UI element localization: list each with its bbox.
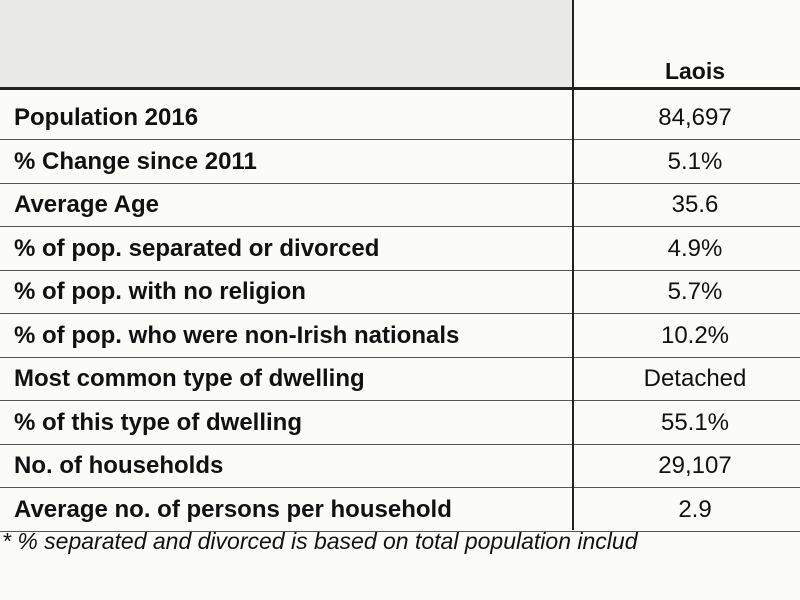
header-cell: [575, 0, 800, 88]
row-label: % of this type of dwelling: [14, 408, 302, 436]
table-row: Average Age 35.6: [0, 183, 800, 227]
row-value: 4.9%: [667, 234, 723, 262]
row-value: 2.9: [678, 495, 712, 523]
table-row: % Change since 2011 5.1%: [0, 140, 800, 184]
row-value: Detached: [643, 365, 747, 392]
row-value: 5.7%: [667, 278, 723, 305]
header-rule: [0, 87, 800, 90]
table-row: % of pop. with no religion 5.7%: [0, 270, 800, 314]
column-header: Laois: [664, 58, 726, 84]
footnote: * % separated and divorced is based on t…: [2, 528, 638, 554]
row-label: % of pop. who were non-Irish nationals: [14, 321, 460, 349]
row-label: % Change since 2011: [14, 147, 257, 175]
row-label: Average no. of persons per household: [14, 495, 452, 523]
header-cell: [0, 0, 573, 88]
table-row: No. of households 29,107: [0, 444, 800, 488]
row-label: % of pop. separated or divorced: [14, 234, 380, 262]
row-value: 5.1%: [667, 147, 723, 175]
row-value: 84,697: [658, 104, 732, 131]
row-value: 55.1%: [660, 408, 730, 436]
row-label: Population 2016: [14, 104, 199, 131]
row-value: 10.2%: [660, 321, 730, 349]
column-rule: [572, 0, 574, 530]
table-row: Population 2016 84,697: [0, 96, 800, 140]
row-label: Average Age: [14, 191, 159, 218]
row-value: 29,107: [658, 452, 732, 479]
table-row: % of pop. separated or divorced 4.9%: [0, 227, 800, 271]
row-label: % of pop. with no religion: [14, 278, 306, 305]
table-row: % of pop. who were non-Irish nationals 10…: [0, 314, 800, 358]
table-row: Most common type of dwelling Detached: [0, 357, 800, 401]
table-row: Average no. of persons per household 2.9: [0, 488, 800, 532]
row-label: No. of households: [14, 452, 224, 479]
row-value: 35.6: [671, 191, 719, 218]
table-row: % of this type of dwelling 55.1%: [0, 401, 800, 445]
row-label: Most common type of dwelling: [14, 365, 365, 392]
